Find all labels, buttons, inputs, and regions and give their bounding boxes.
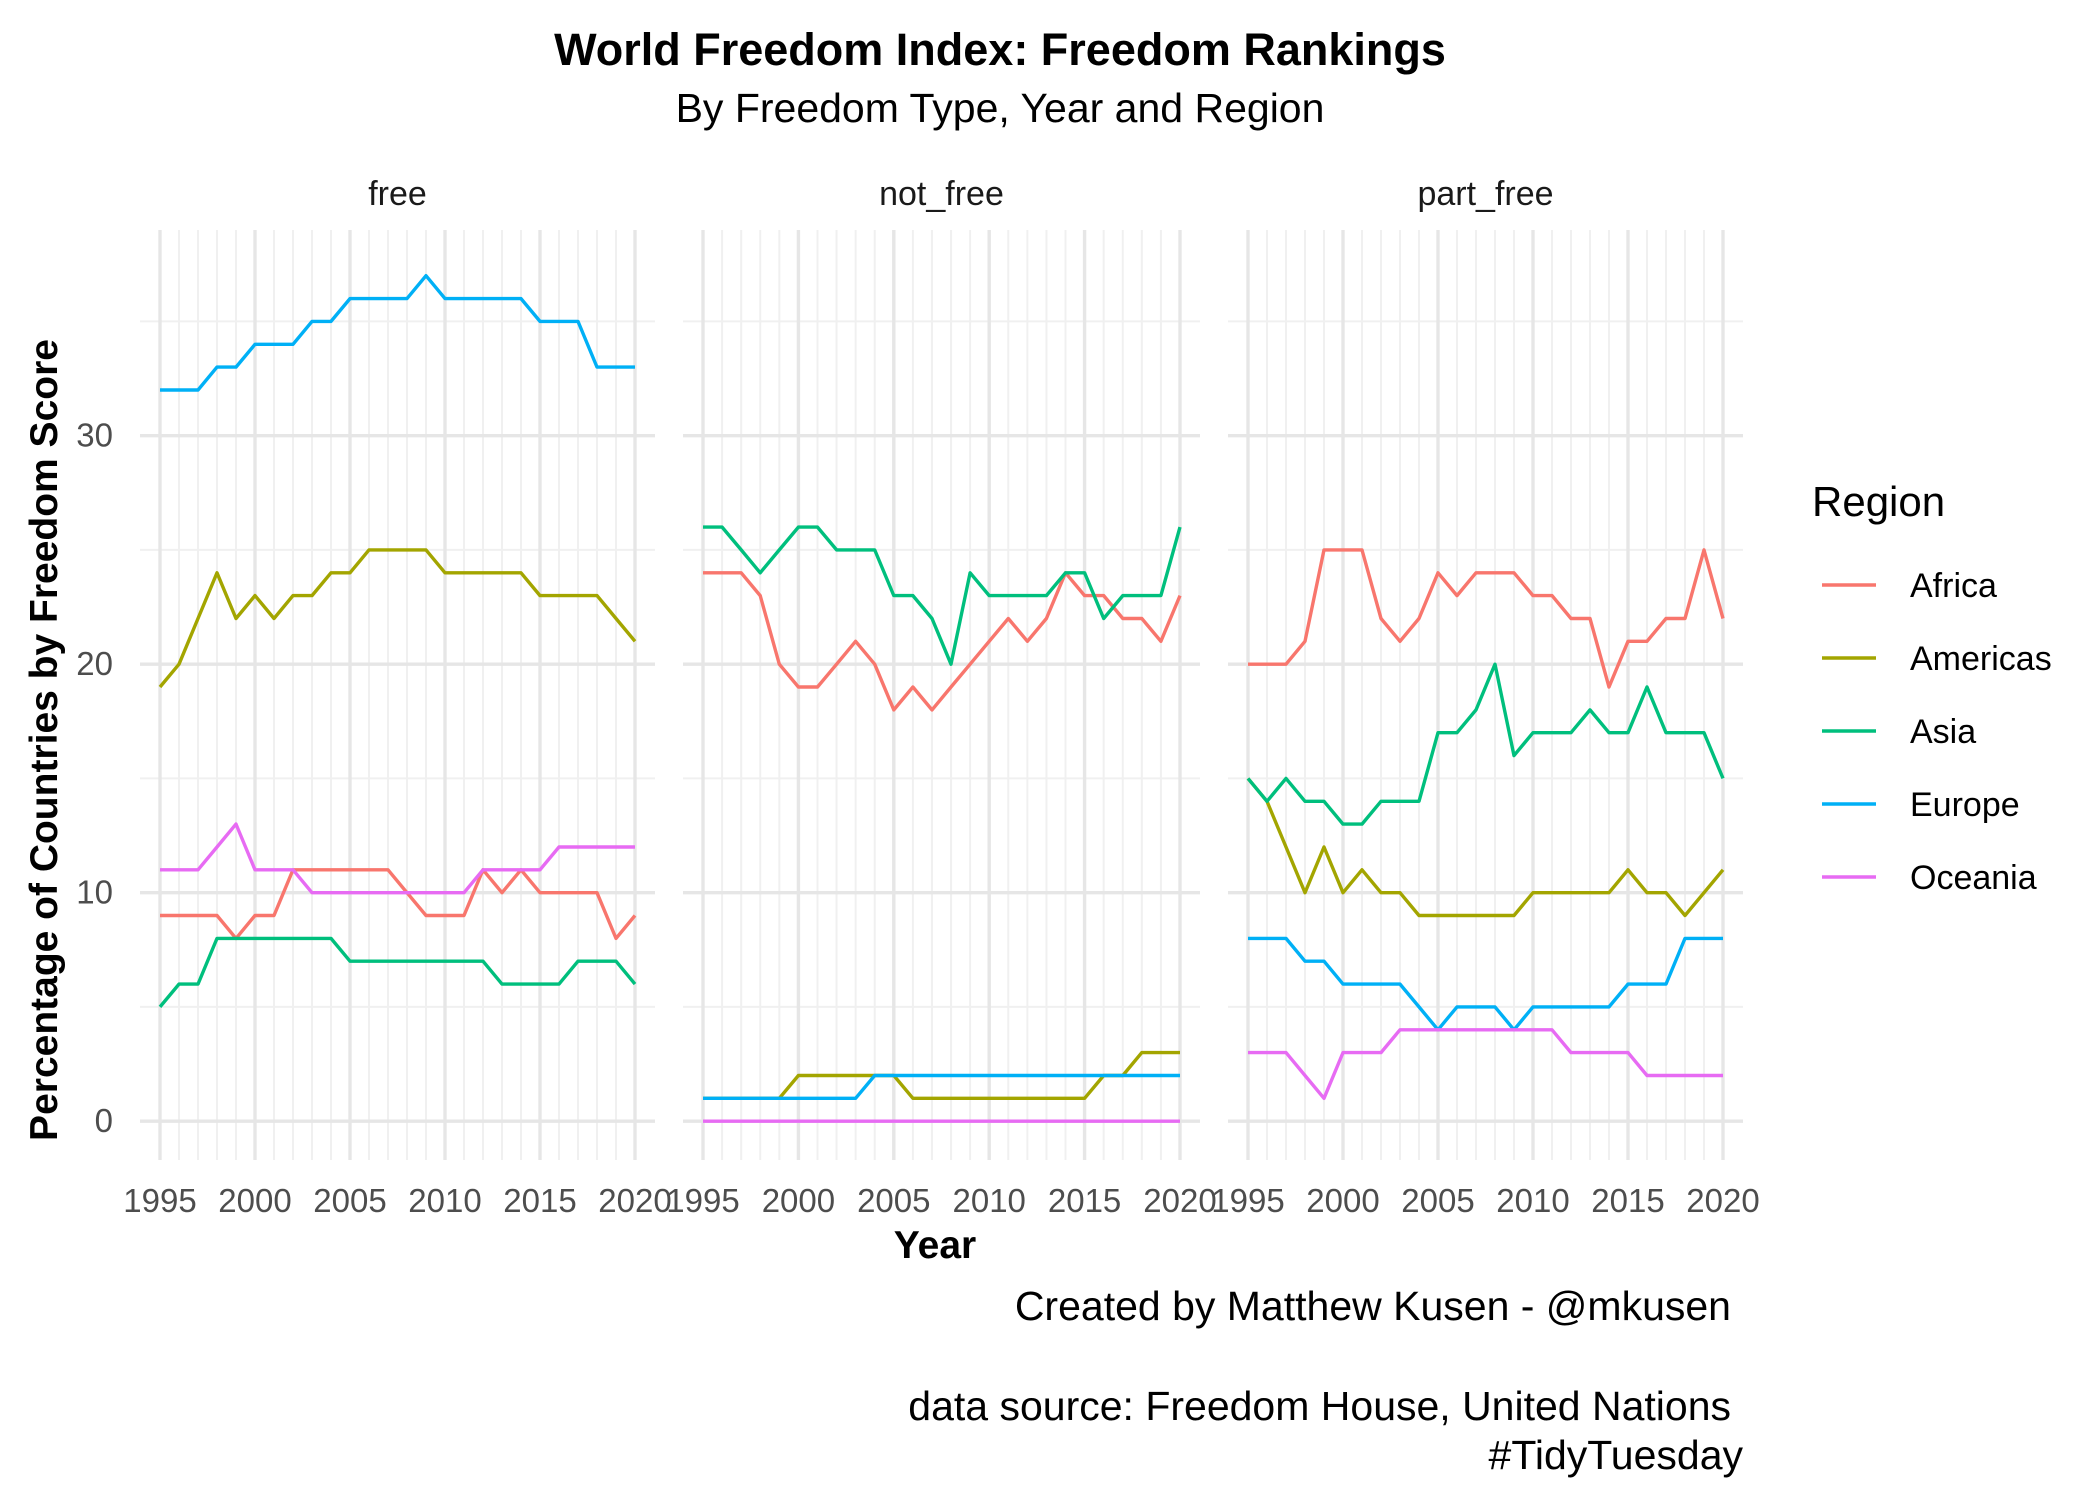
x-tick-label: 2005 (1401, 1182, 1474, 1219)
facet-label-free: free (368, 175, 427, 213)
series-line-free-europe (160, 274, 635, 392)
series-line-part_free-asia (1246, 662, 1725, 826)
x-tick-label: 1995 (666, 1182, 739, 1219)
series-line-not_free-africa (703, 571, 1182, 712)
x-tick-label: 2020 (598, 1182, 671, 1219)
caption-credit: Created by Matthew Kusen - @mkusen (1015, 1283, 1731, 1329)
x-tick-label: 2020 (1143, 1182, 1216, 1219)
facet-panel-free: free 1995 2000 2005 2010 2015 2020 (123, 175, 671, 1219)
caption-source: data source: Freedom House, United Natio… (908, 1383, 1731, 1429)
legend-label-europe: Europe (1910, 786, 2020, 824)
x-tick-label: 2020 (1686, 1182, 1759, 1219)
legend-label-oceania: Oceania (1910, 859, 2037, 897)
x-tick-label: 2010 (408, 1182, 481, 1219)
series-line-part_free-africa (1248, 548, 1725, 689)
series-line-free-africa (160, 868, 637, 941)
y-tick-label: 10 (76, 874, 113, 911)
series-line-not_free-europe (703, 1073, 1180, 1101)
x-tick-label: 2010 (952, 1182, 1025, 1219)
x-tick-label: 2005 (857, 1182, 930, 1219)
series-line-not_free-americas (703, 1050, 1180, 1101)
x-tick-label: 2000 (762, 1182, 835, 1219)
y-tick-label: 30 (76, 417, 113, 454)
x-tick-label: 2000 (218, 1182, 291, 1219)
x-tick-label: 2010 (1496, 1182, 1569, 1219)
legend: Region Africa Americas Asia Europe Oceania (1812, 478, 2052, 897)
x-tick-label: 2005 (313, 1182, 386, 1219)
legend-label-africa: Africa (1910, 567, 1997, 605)
x-tick-label: 2015 (1048, 1182, 1121, 1219)
x-tick-label: 2000 (1306, 1182, 1379, 1219)
chart-subtitle: By Freedom Type, Year and Region (676, 85, 1325, 131)
legend-label-asia: Asia (1910, 713, 1976, 751)
chart-title: World Freedom Index: Freedom Rankings (554, 24, 1446, 75)
y-tick-label: 0 (95, 1102, 113, 1139)
facet-label-part_free: part_free (1417, 175, 1553, 213)
x-tick-label: 1995 (1211, 1182, 1284, 1219)
facet-panel-part_free: part_free 1995 2000 2005 2010 2015 2020 (1211, 175, 1759, 1219)
x-tick-label: 1995 (123, 1182, 196, 1219)
series-line-not_free-asia (703, 525, 1182, 666)
series-line-free-americas (158, 548, 637, 689)
caption: Created by Matthew Kusen - @mkusen data … (908, 1283, 1743, 1478)
legend-label-americas: Americas (1910, 640, 2052, 678)
caption-hashtag: #TidyTuesday (1489, 1432, 1744, 1478)
facet-label-not_free: not_free (879, 175, 1004, 213)
series-line-part_free-americas (1246, 777, 1725, 918)
series-line-part_free-oceania (1248, 1028, 1723, 1101)
x-tick-label: 2015 (1591, 1182, 1664, 1219)
y-axis-title: Percentage of Countries by Freedom Score (23, 339, 66, 1141)
x-axis-title: Year (894, 1224, 976, 1267)
series-line-part_free-europe (1248, 936, 1723, 1032)
y-tick-label: 20 (76, 645, 113, 682)
facet-panel-not_free: not_free 1995 2000 2005 2010 2015 2020 (666, 175, 1216, 1219)
legend-title: Region (1812, 478, 1945, 525)
x-tick-label: 2015 (503, 1182, 576, 1219)
series-line-free-oceania (160, 822, 635, 895)
series-line-free-asia (158, 936, 637, 1008)
